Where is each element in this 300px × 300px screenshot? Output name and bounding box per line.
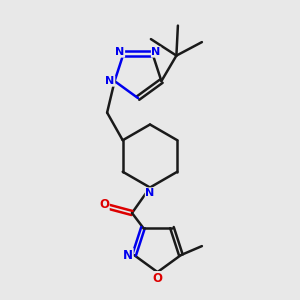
Text: O: O (152, 272, 163, 285)
Text: N: N (146, 188, 154, 198)
Text: N: N (123, 249, 133, 262)
Text: N: N (106, 76, 115, 86)
Text: O: O (99, 198, 109, 211)
Text: N: N (115, 47, 124, 57)
Text: N: N (152, 47, 161, 57)
